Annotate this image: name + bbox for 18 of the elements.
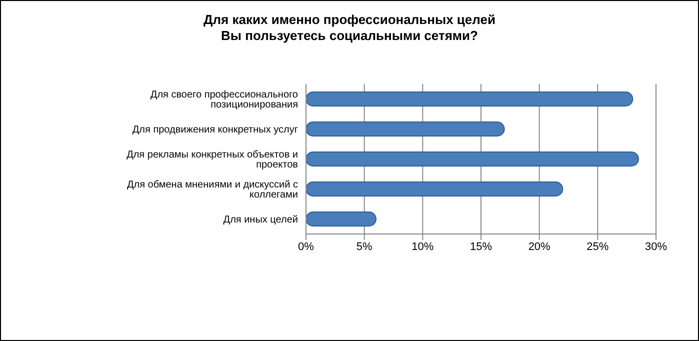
bar — [306, 122, 505, 136]
y-tick-label: Для рекламы конкретных объектов и проектов — [126, 150, 298, 171]
x-tick-label: 30% — [644, 240, 668, 253]
x-tick-label: 5% — [356, 240, 372, 253]
y-tick-label: Для своего профессионального позиционирования — [150, 90, 298, 111]
y-tick-label: Для иных целей — [223, 214, 298, 226]
bar — [306, 212, 376, 226]
bar — [306, 182, 564, 196]
bar — [306, 92, 634, 106]
y-tick-label: Для обмена мнениями и дискуссий с коллегами — [126, 180, 298, 201]
x-tick-label: 0% — [298, 240, 314, 253]
chart-title: Для каких именно профессиональных целей Вы пользуетесь социальными сетями? — [202, 12, 496, 44]
y-tick-label: Для продвижения конкретных услуг — [132, 124, 298, 136]
x-tick-label: 15% — [470, 240, 492, 253]
x-tick-label: 25% — [586, 240, 609, 253]
x-tick-label: 10% — [412, 240, 434, 253]
bar — [306, 152, 639, 166]
x-tick-label: 20% — [528, 240, 551, 253]
